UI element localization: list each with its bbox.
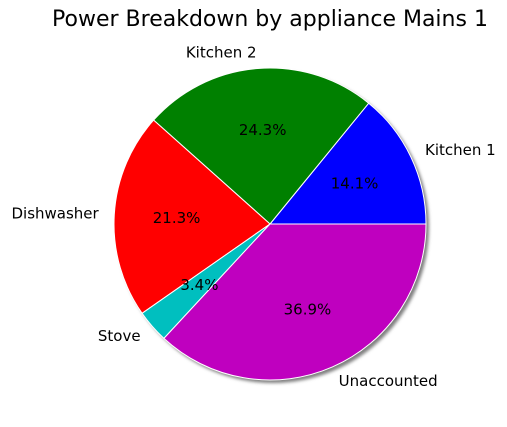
slice-percent-unaccounted: 36.9%: [284, 300, 332, 318]
slice-label-stove: Stove: [98, 327, 141, 345]
pie-slice-dishwasher: [113, 119, 271, 314]
pie-slice-kitchen-2: [153, 67, 370, 225]
pie-slices: [113, 67, 427, 381]
slice-percent-stove: 3.4%: [180, 276, 218, 294]
slice-percent-kitchen-2: 24.3%: [239, 121, 287, 139]
slice-label-kitchen-2: Kitchen 2: [186, 43, 257, 61]
slice-percent-labels: 14.1% 24.3% 21.3% 3.4% 36.9%: [153, 121, 379, 318]
slice-label-dishwasher: Dishwasher: [11, 204, 99, 222]
pie-slice-kitchen-1: [269, 102, 427, 225]
slice-label-kitchen-1: Kitchen 1: [425, 141, 496, 159]
slice-percent-kitchen-1: 14.1%: [331, 174, 379, 192]
slice-label-unaccounted: Unaccounted: [339, 372, 438, 390]
pie-slice-unaccounted: [163, 223, 427, 381]
slice-labels: Kitchen 1 Kitchen 2 Dishwasher Stove Unaccou…: [11, 43, 495, 389]
slice-percent-dishwasher: 21.3%: [153, 209, 201, 227]
chart-title: Power Breakdown by appliance Mains 1: [52, 7, 488, 32]
